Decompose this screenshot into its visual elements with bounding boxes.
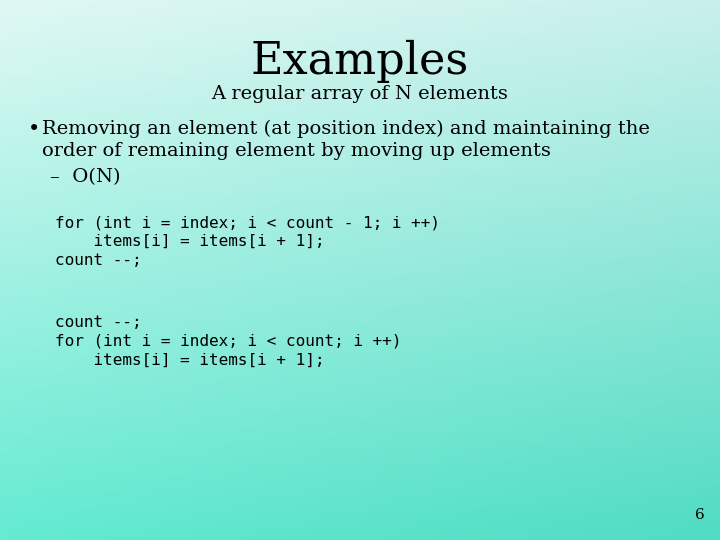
Text: for (int i = index; i < count - 1; i ++): for (int i = index; i < count - 1; i ++) xyxy=(55,215,440,230)
Text: items[i] = items[i + 1];: items[i] = items[i + 1]; xyxy=(55,234,325,249)
Text: count --;: count --; xyxy=(55,315,142,330)
Text: 6: 6 xyxy=(696,508,705,522)
Text: order of remaining element by moving up elements: order of remaining element by moving up … xyxy=(42,142,551,160)
Text: for (int i = index; i < count; i ++): for (int i = index; i < count; i ++) xyxy=(55,334,402,349)
Text: items[i] = items[i + 1];: items[i] = items[i + 1]; xyxy=(55,353,325,368)
Text: count --;: count --; xyxy=(55,253,142,268)
Text: Examples: Examples xyxy=(251,40,469,83)
Text: –  O(N): – O(N) xyxy=(50,168,120,186)
Text: A regular array of N elements: A regular array of N elements xyxy=(212,85,508,103)
Text: Removing an element (at position index) and maintaining the: Removing an element (at position index) … xyxy=(42,120,650,138)
Text: •: • xyxy=(28,120,40,139)
